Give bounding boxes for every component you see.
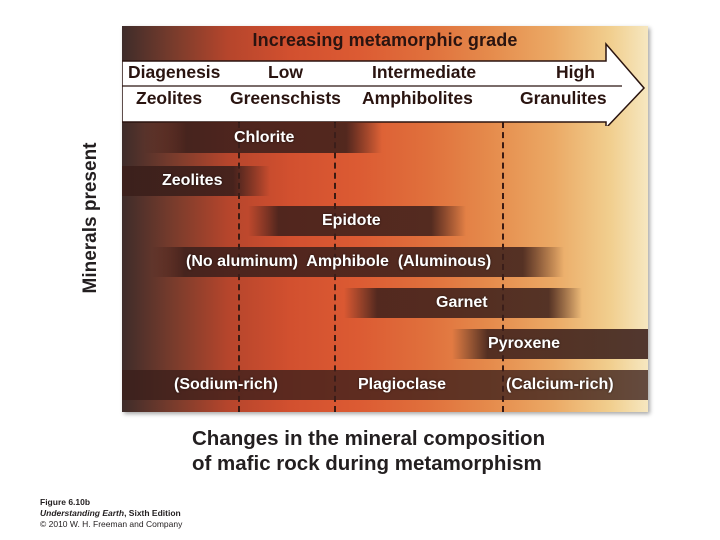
caption-line-2: of mafic rock during metamorphism <box>192 452 542 475</box>
grade-title: Increasing metamorphic grade <box>252 30 518 50</box>
grade-low: Low <box>268 62 303 82</box>
grade-diagenesis: Diagenesis <box>128 62 221 82</box>
grade-arrow <box>122 41 646 126</box>
mineral-label-epidote: Epidote <box>322 212 381 229</box>
mineral-label-plagioclase: Plagioclase <box>358 376 447 393</box>
minerals-present-axis-label: Minerals present <box>78 128 104 308</box>
y-axis-label-text: Minerals present <box>80 142 101 294</box>
mineral-bar-garnet: Garnet <box>344 288 582 318</box>
credit-book-title: Understanding Earth <box>40 508 125 518</box>
mineral-bar-plagioclase: (Sodium-rich) Plagioclase (Calcium-rich) <box>122 370 648 400</box>
mineral-bar-amphibole: (No aluminum) Amphibole (Aluminous) <box>152 247 564 277</box>
facies-greenschists: Greenschists <box>230 88 341 108</box>
grade-intermediate: Intermediate <box>372 62 477 82</box>
mineral-bar-pyroxene: Pyroxene <box>452 329 648 359</box>
credit-copyright: © 2010 W. H. Freeman and Company <box>40 519 183 529</box>
mineral-bar-zeolites: Zeolites <box>122 166 270 196</box>
mineral-label-amphibole: (No aluminum) Amphibole (Aluminous) <box>186 253 492 270</box>
mineral-label-zeolites: Zeolites <box>162 172 223 189</box>
facies-zeolites: Zeolites <box>136 88 203 108</box>
mineral-label-calcium-rich: (Calcium-rich) <box>506 376 614 393</box>
credit-figure-number: Figure 6.10b <box>40 497 91 507</box>
figure-credit: Figure 6.10b Understanding Earth, Sixth … <box>40 497 182 530</box>
facies-granulites: Granulites <box>520 88 607 108</box>
facies-amphibolites: Amphibolites <box>362 88 473 108</box>
mineral-bar-chlorite: Chlorite <box>144 123 382 153</box>
figure-caption: Changes in the mineral composition of ma… <box>192 426 612 476</box>
mineral-label-chlorite: Chlorite <box>234 129 295 146</box>
caption-line-1: Changes in the mineral composition <box>192 427 546 450</box>
mineral-label-garnet: Garnet <box>436 294 488 311</box>
mineral-label-pyroxene: Pyroxene <box>488 335 561 352</box>
grade-high: High <box>556 62 595 82</box>
credit-book-line: Understanding Earth, Sixth Edition <box>40 508 182 519</box>
credit-edition: , Sixth Edition <box>124 508 181 518</box>
mineral-bar-epidote: Epidote <box>248 206 466 236</box>
mineral-label-sodium-rich: (Sodium-rich) <box>174 376 278 393</box>
metamorphic-grade-diagram: Increasing metamorphic grade Diagenesis … <box>122 26 648 412</box>
